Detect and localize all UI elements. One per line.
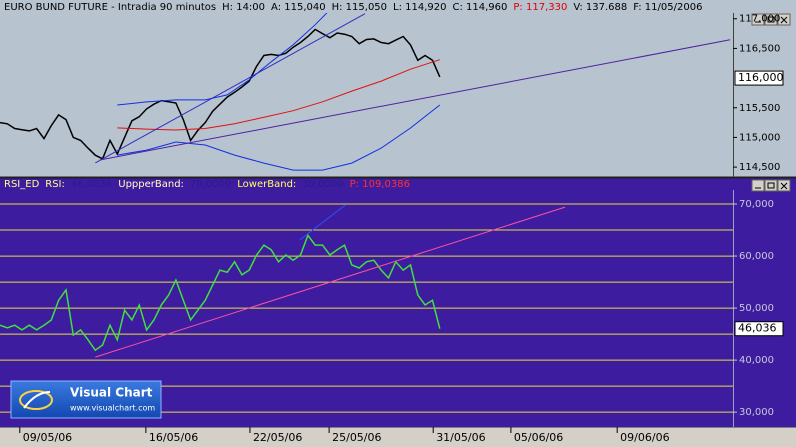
- header-item: 30,0000: [302, 179, 343, 190]
- icon: [767, 182, 775, 189]
- header-item: RSI:: [45, 179, 65, 190]
- y-tick-label: 116,500: [739, 43, 780, 54]
- logo-url: www.visualchart.com: [70, 404, 155, 413]
- maximize-button[interactable]: [764, 13, 778, 26]
- series-line: [0, 28, 441, 160]
- time-axis: [0, 427, 796, 447]
- header-item: P: 117,330: [513, 2, 567, 13]
- price-panel: [0, 0, 796, 177]
- y-tick-label: 30,000: [739, 407, 774, 418]
- header-item: L: 114,920: [393, 2, 446, 13]
- header-item: H: 14:00: [222, 2, 265, 13]
- logo-icon: [19, 390, 53, 410]
- y-tick-label: 117,000: [739, 14, 780, 25]
- y-tick-label: 40,000: [739, 355, 774, 366]
- price-window-buttons: [751, 13, 791, 26]
- y-tick-label: 115,000: [739, 132, 780, 143]
- plot-layer: EURO BUND FUTURE - Intradia 90 minutos H:…: [0, 2, 784, 444]
- y-tick-label: 115,500: [739, 103, 780, 114]
- header-item: LowerBand:: [237, 179, 296, 190]
- minimize-button[interactable]: [751, 13, 765, 26]
- series-line: [117, 13, 328, 106]
- y-tick-label: 114,500: [739, 162, 780, 173]
- maximize-button[interactable]: [764, 179, 778, 192]
- x-tick-label: 22/05/06: [253, 431, 302, 444]
- logo: Visual Chart www.visualchart.com: [10, 380, 162, 419]
- panel-header: RSI_ED RSI: 46,0036 UppperBand: 70,0000 Lower…: [4, 179, 410, 190]
- header-item: EURO BUND FUTURE - Intradia 90 minutos: [4, 2, 216, 13]
- rsi-window-buttons: [751, 179, 791, 192]
- series-line: [117, 59, 440, 131]
- x-tick-label: 25/05/06: [332, 431, 381, 444]
- series-line: [95, 206, 566, 358]
- logo-icon: [23, 391, 51, 409]
- series-group: [0, 13, 731, 171]
- y-tick-label: 50,000: [739, 303, 774, 314]
- x-tick-label: 31/05/06: [436, 431, 485, 444]
- series-line: [99, 39, 731, 161]
- minimize-button[interactable]: [751, 179, 765, 192]
- series-line: [95, 13, 366, 164]
- series-line: [299, 204, 346, 241]
- last-value-label: 46,036: [738, 322, 777, 335]
- header-item: C: 114,960: [453, 2, 508, 13]
- header-item: 46,0036: [71, 179, 112, 190]
- icon: [767, 16, 775, 23]
- series-group: [0, 204, 566, 358]
- series-line: [0, 233, 441, 352]
- header-item: F: 11/05/2006: [633, 2, 702, 13]
- series-line: [117, 104, 441, 171]
- x-tick-label: 09/06/06: [620, 431, 669, 444]
- logo-title: Visual Chart: [70, 386, 153, 400]
- icon: [780, 16, 788, 24]
- header-item: RSI_ED: [4, 179, 40, 190]
- last-value-box: [734, 321, 784, 337]
- x-tick-label: 16/05/06: [149, 431, 198, 444]
- y-tick-label: 60,000: [739, 251, 774, 262]
- last-value-label: 116,000: [738, 71, 784, 84]
- last-value-box: [734, 70, 784, 86]
- y-tick-label: 70,000: [739, 199, 774, 210]
- icon: [780, 182, 788, 190]
- header-item: UppperBand:: [118, 179, 184, 190]
- header-item: P: 109,0386: [350, 179, 410, 190]
- header-item: V: 137.688: [573, 2, 627, 13]
- header-item: H: 115,050: [332, 2, 387, 13]
- x-tick-label: 05/06/06: [514, 431, 563, 444]
- header-item: A: 115,040: [271, 2, 326, 13]
- x-tick-label: 09/05/06: [23, 431, 72, 444]
- logo-box: [10, 380, 162, 419]
- header-item: 70,0000: [190, 179, 231, 190]
- panel-header: EURO BUND FUTURE - Intradia 90 minutos H:…: [4, 2, 702, 13]
